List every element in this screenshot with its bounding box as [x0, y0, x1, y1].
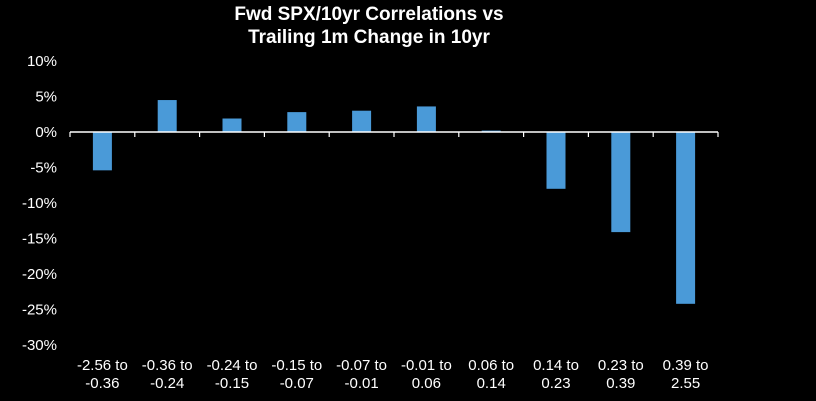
x-tick-label: 0.39 to: [663, 357, 709, 374]
x-axis: [69, 131, 719, 137]
x-tick-label: 0.06 to: [468, 357, 514, 374]
x-tick-label: 0.23: [541, 375, 570, 392]
y-tick-label: -30%: [22, 337, 57, 354]
x-tick-label: -0.24: [150, 375, 184, 392]
bar: [611, 132, 631, 233]
bar: [676, 132, 696, 304]
bar: [157, 100, 177, 132]
bar: [92, 132, 112, 171]
x-tick-label: -0.24 to: [207, 357, 258, 374]
x-tick-label: -0.01: [344, 375, 378, 392]
x-tick-label: 0.06: [412, 375, 441, 392]
y-axis-ticks: 10% 5% 0% -5% -10% -15% -20% -25% -30%: [22, 53, 57, 354]
x-tick-label: -2.56 to: [77, 357, 128, 374]
bar: [222, 118, 242, 132]
x-tick-label: 0.14 to: [533, 357, 579, 374]
x-tick-label: 0.14: [477, 375, 506, 392]
x-tick-label: -0.07 to: [336, 357, 387, 374]
y-tick-label: 10%: [27, 53, 57, 70]
y-tick-label: -20%: [22, 266, 57, 283]
x-tick-label: -0.15: [215, 375, 249, 392]
bar: [287, 112, 307, 132]
y-tick-label: -25%: [22, 302, 57, 319]
y-tick-label: 5%: [35, 89, 57, 106]
bars: [92, 100, 696, 304]
x-tick-label: -0.07: [280, 375, 314, 392]
bar: [352, 110, 372, 132]
y-tick-label: 0%: [35, 124, 57, 141]
x-tick-label: 0.39: [606, 375, 635, 392]
x-tick-label: 0.23 to: [598, 357, 644, 374]
chart-title-line-1: Fwd SPX/10yr Correlations vs: [234, 4, 504, 25]
y-tick-label: -15%: [22, 231, 57, 248]
chart-title: Fwd SPX/10yr Correlations vs Trailing 1m…: [0, 3, 738, 49]
x-tick-label: -0.15 to: [271, 357, 322, 374]
bar: [546, 132, 566, 189]
x-tick-label: 2.55: [671, 375, 700, 392]
chart-title-line-2: Trailing 1m Change in 10yr: [248, 27, 490, 48]
bar: [416, 106, 436, 132]
x-tick-label: -0.01 to: [401, 357, 452, 374]
x-tick-label: -0.36: [85, 375, 119, 392]
y-tick-label: -10%: [22, 195, 57, 212]
x-tick-label: -0.36 to: [142, 357, 193, 374]
y-tick-label: -5%: [30, 160, 57, 177]
x-axis-labels: -2.56 to-0.36 -0.36 to-0.24 -0.24 to-0.15 -…: [77, 357, 709, 392]
